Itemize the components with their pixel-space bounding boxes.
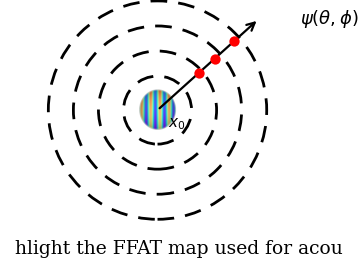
Point — [196, 71, 202, 75]
Text: hlight the FFAT map used for acou: hlight the FFAT map used for acou — [15, 240, 343, 258]
Text: $x_0$: $x_0$ — [168, 116, 186, 132]
Point — [231, 39, 237, 43]
Point — [212, 56, 218, 61]
Text: $\psi(\theta, \phi)$: $\psi(\theta, \phi)$ — [300, 8, 358, 30]
